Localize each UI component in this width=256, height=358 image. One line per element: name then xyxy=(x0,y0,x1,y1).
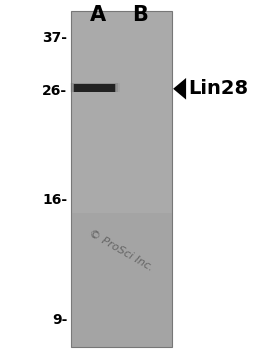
Text: A: A xyxy=(90,5,106,25)
Text: Lin28: Lin28 xyxy=(188,79,249,98)
Text: B: B xyxy=(132,5,148,25)
Text: 26-: 26- xyxy=(42,84,67,98)
Bar xyxy=(72,83,118,92)
Bar xyxy=(70,83,120,92)
Text: 9-: 9- xyxy=(52,313,67,328)
Bar xyxy=(71,11,172,347)
Bar xyxy=(73,83,116,92)
Text: 37-: 37- xyxy=(42,30,67,45)
Bar xyxy=(71,213,172,347)
Text: © ProSci Inc.: © ProSci Inc. xyxy=(87,228,155,273)
Text: 16-: 16- xyxy=(42,193,67,208)
Polygon shape xyxy=(173,78,186,100)
Bar xyxy=(74,84,115,92)
